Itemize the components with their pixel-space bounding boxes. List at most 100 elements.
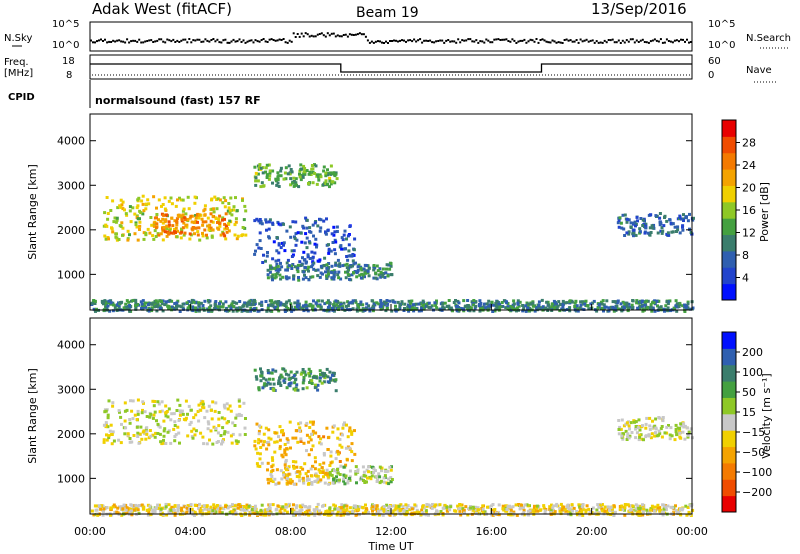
heatmap-cell xyxy=(325,263,329,267)
heatmap-cell xyxy=(176,299,180,303)
heatmap-cell xyxy=(181,412,185,416)
heatmap-cell xyxy=(214,427,218,430)
heatmap-cell xyxy=(330,276,334,280)
heatmap-cell xyxy=(286,475,290,479)
heatmap-cell xyxy=(619,221,623,225)
sky-noise-point xyxy=(268,38,271,41)
heatmap-cell xyxy=(605,299,609,303)
heatmap-cell xyxy=(262,253,265,257)
heatmap-cell xyxy=(611,300,615,304)
heatmap-cell xyxy=(320,299,324,303)
heatmap-cell xyxy=(296,440,300,444)
heatmap-cell xyxy=(106,212,110,215)
heatmap-cell xyxy=(336,468,339,471)
heatmap-cell xyxy=(129,507,133,511)
heatmap-cell xyxy=(326,299,330,303)
heatmap-cell xyxy=(192,220,196,224)
heatmap-cell xyxy=(643,300,647,304)
heatmap-cell xyxy=(294,232,298,236)
heatmap-cell xyxy=(170,412,174,416)
sky-noise-point xyxy=(463,39,466,42)
heatmap-cell xyxy=(319,175,323,179)
sky-noise-point xyxy=(272,39,275,41)
heatmap-cell xyxy=(120,505,123,509)
heatmap-cell xyxy=(656,503,660,507)
heatmap-cell xyxy=(177,431,181,435)
heatmap-cell xyxy=(114,220,118,224)
heatmap-cell xyxy=(101,504,105,508)
sky-noise-point xyxy=(513,39,516,42)
heatmap-cell xyxy=(266,371,270,375)
heatmap-cell xyxy=(584,299,588,303)
sky-noise-point xyxy=(368,41,371,44)
heatmap-cell xyxy=(665,300,669,304)
heatmap-cell xyxy=(376,478,380,482)
sky-noise-point xyxy=(102,40,104,42)
heatmap-cell xyxy=(595,508,599,512)
heatmap-cell xyxy=(283,381,287,384)
heatmap-cell xyxy=(342,477,346,481)
heatmap-cell xyxy=(296,305,299,309)
heatmap-cell xyxy=(683,310,687,313)
heatmap-cell xyxy=(292,274,296,278)
velocity-heatmap-cells xyxy=(90,367,695,517)
heatmap-cell xyxy=(638,428,642,432)
heatmap-cell xyxy=(169,231,173,235)
heatmap-cell xyxy=(305,226,309,230)
heatmap-cell xyxy=(634,233,638,237)
heatmap-cell xyxy=(228,209,232,213)
heatmap-cell xyxy=(336,258,340,262)
heatmap-cell xyxy=(173,228,176,231)
heatmap-cell xyxy=(458,509,462,513)
heatmap-cell xyxy=(253,504,257,508)
heatmap-cell xyxy=(385,481,389,485)
heatmap-cell xyxy=(251,511,255,515)
sky-noise-point xyxy=(186,41,189,44)
heatmap-cell xyxy=(653,309,657,313)
heatmap-cell xyxy=(162,438,165,442)
heatmap-cell xyxy=(296,266,300,270)
heatmap-cell xyxy=(522,306,526,310)
heatmap-cell xyxy=(324,182,328,186)
heatmap-cell xyxy=(344,446,348,450)
heatmap-cell xyxy=(484,306,488,310)
heatmap-cell xyxy=(292,374,296,378)
heatmap-cell xyxy=(194,301,198,305)
heatmap-cell xyxy=(133,212,137,216)
heatmap-cell xyxy=(510,305,514,309)
heatmap-cell xyxy=(279,373,283,377)
heatmap-cell xyxy=(364,509,368,513)
heatmap-cell xyxy=(325,426,329,430)
heatmap-cell xyxy=(182,221,186,225)
heatmap-cell xyxy=(161,221,165,225)
heatmap-cell xyxy=(255,243,259,247)
heatmap-cell xyxy=(165,224,169,228)
heatmap-cell xyxy=(309,230,313,234)
heatmap-cell xyxy=(681,217,685,221)
heatmap-cell xyxy=(580,509,584,513)
heatmap-cell xyxy=(245,503,249,507)
heatmap-cell xyxy=(336,449,340,453)
heatmap-cell xyxy=(671,222,675,226)
heatmap-cell xyxy=(332,305,336,309)
heatmap-cell xyxy=(523,503,527,507)
heatmap-cell xyxy=(649,508,652,512)
sky-noise-point xyxy=(675,39,678,42)
sky-noise-point xyxy=(487,39,490,42)
heatmap-cell xyxy=(267,436,271,440)
heatmap-cell xyxy=(207,228,211,232)
heatmap-cell xyxy=(207,306,211,310)
heatmap-cell xyxy=(328,470,332,474)
heatmap-cell xyxy=(223,217,226,221)
heatmap-cell xyxy=(152,224,156,228)
sky-noise-point xyxy=(302,35,305,38)
heatmap-cell xyxy=(175,217,179,221)
heatmap-cell xyxy=(265,441,269,444)
heatmap-cell xyxy=(613,307,617,311)
heatmap-cell xyxy=(598,504,602,508)
heatmap-cell xyxy=(205,233,208,237)
heatmap-cell xyxy=(352,262,356,266)
heatmap-cell xyxy=(164,502,168,506)
heatmap-cell xyxy=(336,471,340,475)
heatmap-cell xyxy=(158,425,162,429)
